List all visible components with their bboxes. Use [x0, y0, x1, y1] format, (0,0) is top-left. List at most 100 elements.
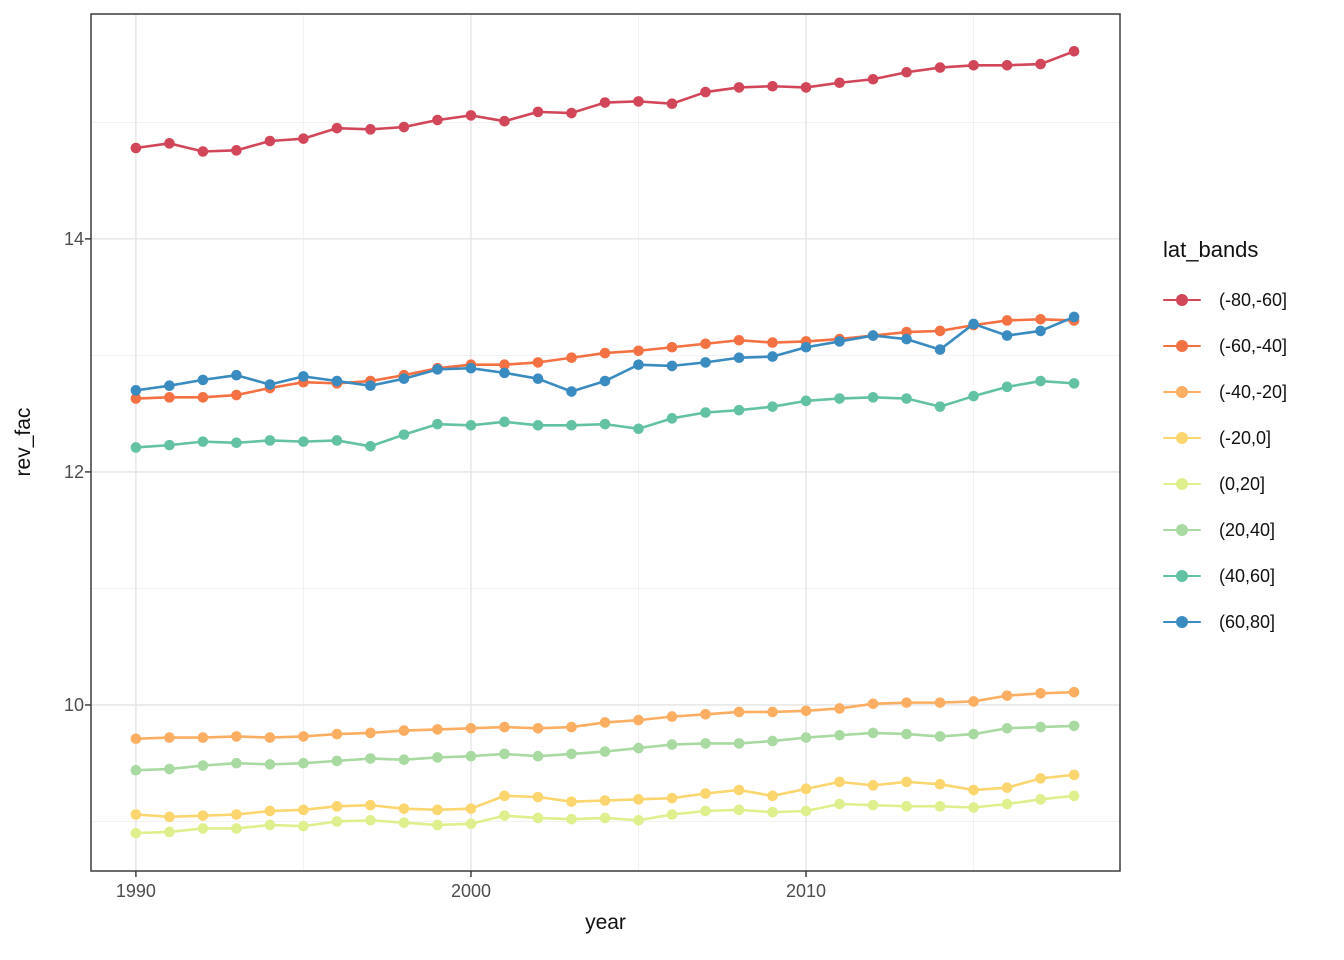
legend-item-0-20: (0,20] — [1163, 473, 1287, 495]
data-point — [867, 799, 879, 811]
data-point — [331, 728, 343, 740]
data-point — [934, 401, 946, 412]
data-point — [398, 373, 410, 385]
data-point — [666, 809, 678, 820]
data-point — [231, 145, 242, 156]
data-point — [231, 389, 242, 401]
data-point — [164, 392, 175, 403]
data-point — [968, 784, 979, 796]
data-point — [800, 705, 812, 717]
data-point — [398, 817, 410, 828]
series-(0,20] — [130, 790, 1080, 839]
series-line — [134, 317, 1076, 400]
data-point — [800, 82, 812, 93]
data-point — [532, 373, 544, 385]
data-point — [331, 816, 343, 827]
data-point — [733, 82, 745, 93]
data-point — [1068, 311, 1080, 323]
data-point — [599, 746, 611, 757]
data-point — [1035, 325, 1046, 337]
data-point — [197, 823, 209, 834]
data-point — [231, 731, 242, 742]
data-point — [130, 733, 142, 745]
data-point — [599, 375, 611, 387]
data-point — [1035, 313, 1046, 325]
data-point — [666, 413, 678, 424]
data-point — [901, 697, 912, 708]
legend: lat_bands (-80,-60] (-60,-40] (-40,-20] … — [1163, 237, 1287, 657]
data-point — [767, 401, 778, 412]
data-point — [800, 732, 812, 743]
data-point — [1068, 45, 1080, 57]
series-(60,80] — [130, 311, 1080, 397]
legend-key-icon — [1163, 289, 1201, 311]
data-point — [834, 77, 845, 89]
series-(-40,-20] — [130, 686, 1080, 745]
legend-key-icon — [1163, 519, 1201, 541]
data-point — [968, 802, 979, 813]
data-point — [867, 73, 879, 85]
data-point — [700, 805, 711, 817]
legend-item-label: (60,80] — [1219, 611, 1276, 632]
legend-key-icon — [1163, 381, 1201, 403]
data-point — [331, 122, 343, 134]
data-point — [1001, 782, 1013, 793]
data-point — [499, 748, 510, 760]
data-point — [130, 442, 142, 453]
data-point — [398, 803, 410, 814]
data-point — [666, 341, 678, 353]
data-point — [566, 420, 577, 431]
data-point — [901, 393, 912, 404]
data-point — [767, 735, 778, 747]
data-point — [532, 420, 544, 431]
data-point — [365, 727, 376, 739]
data-point — [767, 790, 778, 802]
data-point — [298, 757, 309, 769]
data-point — [700, 738, 711, 749]
data-point — [465, 362, 477, 374]
data-point — [633, 96, 644, 107]
legend-item-label: (-60,-40] — [1219, 335, 1288, 356]
legend-item-neg40-neg20: (-40,-20] — [1163, 381, 1287, 403]
data-point — [331, 435, 343, 446]
legend-item-label: (-40,-20] — [1219, 381, 1288, 402]
data-point — [733, 334, 745, 346]
data-point — [934, 778, 946, 790]
legend-item-label: (40,60] — [1219, 565, 1276, 586]
data-point — [867, 780, 879, 791]
data-point — [1068, 686, 1080, 698]
data-point — [197, 392, 209, 403]
data-point — [800, 805, 812, 817]
data-point — [666, 98, 678, 110]
data-point — [599, 717, 611, 728]
data-point — [197, 810, 209, 821]
data-point — [532, 722, 544, 734]
legend-key-icon — [1163, 611, 1201, 633]
data-point — [733, 404, 745, 416]
data-point — [231, 437, 242, 449]
legend-item-neg80-neg60: (-80,-60] — [1163, 289, 1287, 311]
data-point — [365, 799, 376, 811]
data-point — [901, 801, 912, 812]
panel-border — [90, 13, 1121, 872]
data-point — [599, 812, 611, 824]
data-point — [666, 739, 678, 750]
data-point — [934, 344, 946, 355]
data-point — [365, 753, 376, 764]
data-point — [499, 721, 510, 733]
data-point — [1001, 798, 1013, 810]
data-point — [398, 754, 410, 766]
data-point — [499, 416, 510, 428]
data-point — [231, 809, 242, 820]
legend-key-icon — [1163, 427, 1201, 449]
data-point — [465, 818, 477, 830]
data-point — [130, 385, 142, 396]
data-point — [432, 418, 443, 430]
data-point — [298, 436, 309, 447]
data-point — [599, 347, 611, 359]
data-point — [532, 106, 544, 118]
data-point — [298, 731, 309, 742]
data-point — [566, 796, 577, 807]
data-point — [432, 752, 443, 763]
data-point — [264, 135, 276, 147]
